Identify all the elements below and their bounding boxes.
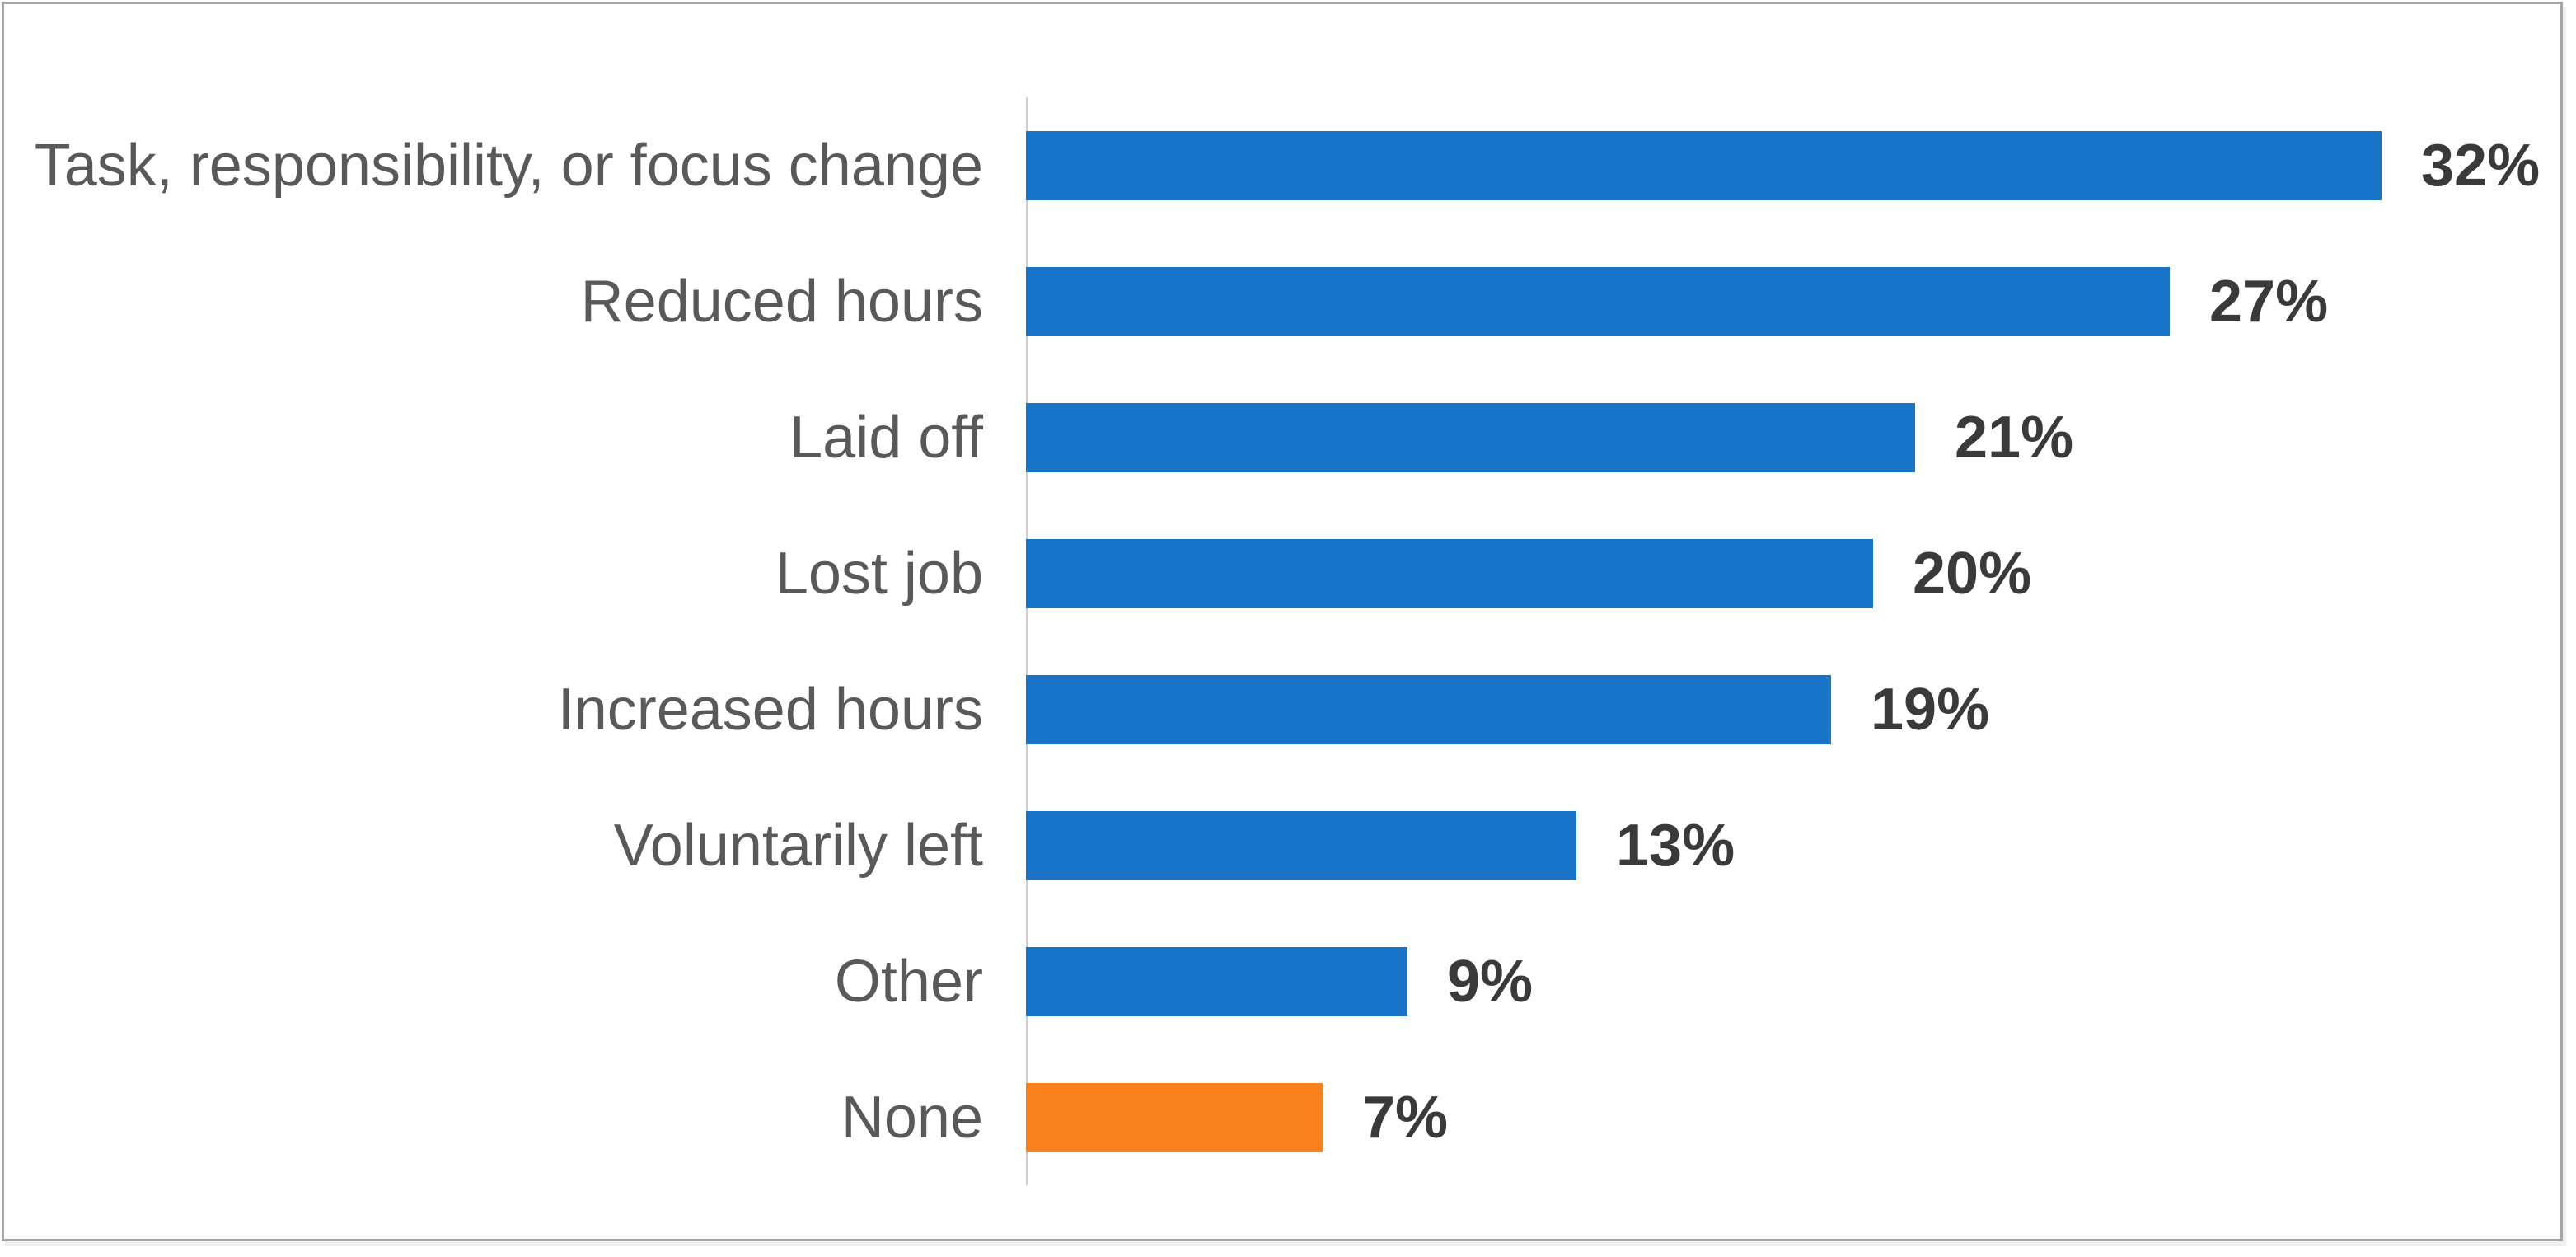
value-label: 27% xyxy=(2209,268,2329,335)
value-label: 7% xyxy=(1362,1084,1449,1151)
chart-row: Other 9% xyxy=(4,913,2560,1049)
chart-row: None 7% xyxy=(4,1049,2560,1185)
category-label: None xyxy=(841,1084,983,1151)
chart-rows: Task, responsibility, or focus change 32%… xyxy=(4,97,2560,1185)
value-label: 9% xyxy=(1447,948,1534,1015)
bar xyxy=(1026,538,1873,608)
chart-row: Reduced hours 27% xyxy=(4,233,2560,369)
category-label: Laid off xyxy=(789,404,983,471)
category-label: Voluntarily left xyxy=(613,812,983,879)
chart-row: Laid off 21% xyxy=(4,369,2560,505)
value-label: 21% xyxy=(1955,404,2074,471)
value-label: 13% xyxy=(1616,812,1735,879)
bar xyxy=(1026,946,1407,1016)
value-label: 20% xyxy=(1913,540,2032,607)
bar xyxy=(1026,402,1915,472)
chart-row: Voluntarily left 13% xyxy=(4,777,2560,913)
y-axis-line xyxy=(1026,97,1028,1185)
bar xyxy=(1026,130,2382,200)
bar-area: 21% xyxy=(1026,369,2560,505)
category-label: Reduced hours xyxy=(580,268,983,335)
bar-area: 27% xyxy=(1026,233,2560,369)
bar xyxy=(1026,266,2170,336)
bar-area: 19% xyxy=(1026,641,2560,777)
bar-area: 13% xyxy=(1026,777,2560,913)
bar xyxy=(1026,674,1831,744)
category-label: Increased hours xyxy=(557,676,983,743)
chart-row: Task, responsibility, or focus change 32% xyxy=(4,97,2560,233)
bar-area: 9% xyxy=(1026,913,2560,1049)
bar-area: 20% xyxy=(1026,505,2560,641)
bar-area: 7% xyxy=(1026,1049,2560,1185)
category-label: Task, responsibility, or focus change xyxy=(34,132,983,199)
chart-frame: Task, responsibility, or focus change 32%… xyxy=(2,2,2563,1241)
bar xyxy=(1026,810,1576,880)
chart-row: Lost job 20% xyxy=(4,505,2560,641)
category-label: Lost job xyxy=(775,540,983,607)
bar-area: 32% xyxy=(1026,97,2560,233)
bar xyxy=(1026,1082,1323,1152)
value-label: 32% xyxy=(2421,132,2541,199)
category-label: Other xyxy=(834,948,983,1015)
chart-row: Increased hours 19% xyxy=(4,641,2560,777)
value-label: 19% xyxy=(1871,676,1990,743)
